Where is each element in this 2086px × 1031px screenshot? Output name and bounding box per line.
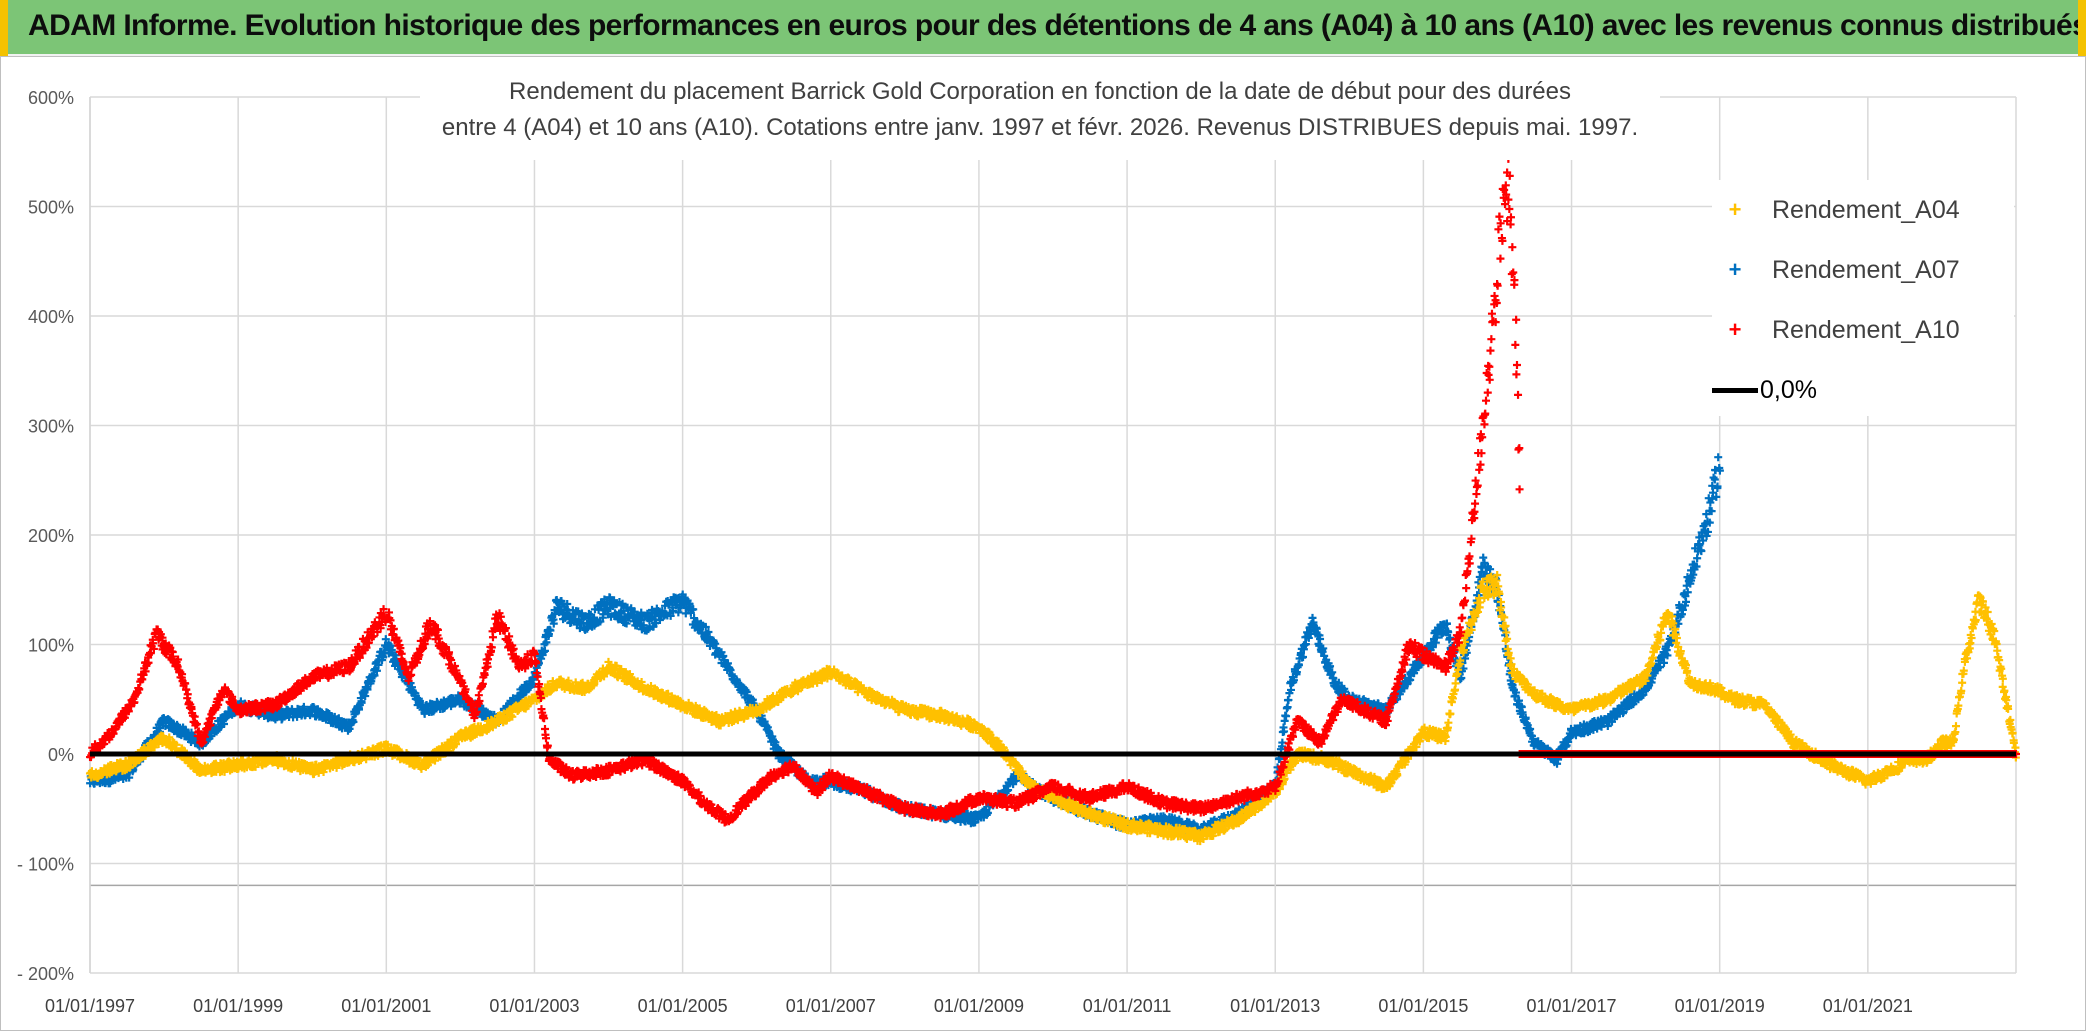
page-title: ADAM Informe. Evolution historique des p… — [28, 9, 2086, 42]
header-accent-left — [0, 0, 8, 56]
data-point-a07 — [381, 635, 390, 644]
data-point-a07 — [1479, 553, 1488, 562]
data-point-a07 — [372, 666, 381, 675]
header-bar: ADAM Informe. Evolution historique des p… — [0, 0, 2086, 56]
data-point-a07 — [306, 711, 315, 720]
data-point-a07 — [1280, 727, 1289, 736]
data-point-a07 — [363, 685, 372, 694]
series-layer — [85, 154, 2020, 846]
header-accent-right — [2078, 0, 2086, 56]
data-point-a04 — [1444, 718, 1453, 727]
data-point-a07 — [386, 641, 395, 650]
data-point-a07 — [357, 698, 366, 707]
data-point-a07 — [349, 717, 358, 726]
data-point-a07 — [1283, 703, 1292, 712]
data-point-a07 — [387, 646, 396, 655]
grid-layer — [89, 96, 2017, 974]
data-point-a07 — [1714, 453, 1723, 462]
series-a04 — [85, 571, 2020, 846]
data-point-a07 — [374, 660, 383, 669]
data-point-a07 — [361, 692, 370, 701]
data-point-a07 — [334, 714, 343, 723]
data-point-a04 — [1446, 709, 1455, 718]
data-point-a07 — [220, 719, 229, 728]
data-point-a07 — [1282, 712, 1291, 721]
data-point-a07 — [528, 680, 537, 689]
data-point-a04 — [1451, 679, 1460, 688]
